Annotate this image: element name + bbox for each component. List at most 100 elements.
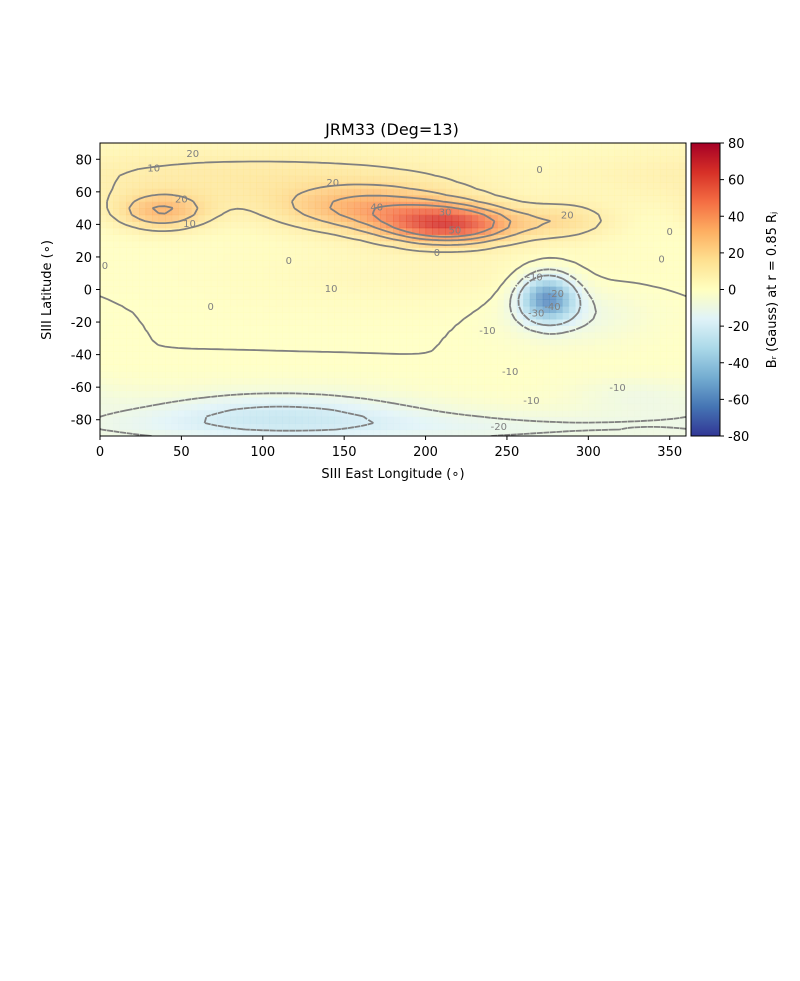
heatmap-cell <box>432 292 440 300</box>
heatmap-cell <box>666 344 674 352</box>
heatmap-cell <box>308 182 316 190</box>
heatmap-cell <box>646 240 655 248</box>
heatmap-cell <box>210 299 218 307</box>
heatmap-cell <box>445 208 453 216</box>
heatmap-cell <box>132 273 140 281</box>
heatmap-cell <box>536 338 544 346</box>
heatmap-cell <box>100 364 108 372</box>
heatmap-cell <box>529 286 537 294</box>
heatmap-cell <box>497 253 505 261</box>
heatmap-cell <box>406 390 414 398</box>
heatmap-cell <box>594 201 602 209</box>
colorbar-tick-label: 20 <box>728 247 745 262</box>
heatmap-cell <box>601 299 609 307</box>
heatmap-cell <box>614 390 622 398</box>
heatmap-cell <box>497 429 505 436</box>
heatmap-cell <box>575 273 583 281</box>
heatmap-cell <box>262 208 270 216</box>
heatmap-cell <box>106 182 114 190</box>
heatmap-cell <box>145 208 153 216</box>
heatmap-cell <box>249 312 257 320</box>
heatmap-cell <box>445 416 453 424</box>
heatmap-cell <box>672 214 681 222</box>
heatmap-cell <box>581 299 589 307</box>
heatmap-cell <box>321 299 329 307</box>
heatmap-cell <box>249 292 257 300</box>
heatmap-cell <box>230 279 238 287</box>
heatmap-cell <box>646 390 655 398</box>
heatmap-cell <box>100 357 108 365</box>
heatmap-cell <box>477 364 485 372</box>
heatmap-cell <box>301 370 309 378</box>
heatmap-cell <box>627 351 635 359</box>
heatmap-cell <box>633 305 642 313</box>
heatmap-cell <box>236 214 244 222</box>
heatmap-cell <box>477 390 485 398</box>
heatmap-cell <box>445 195 453 203</box>
heatmap-cell <box>126 312 134 320</box>
heatmap-cell <box>373 195 381 203</box>
heatmap-cell <box>477 169 485 177</box>
heatmap-cell <box>575 377 583 385</box>
heatmap-cell <box>640 325 648 333</box>
heatmap-cell <box>510 370 518 378</box>
heatmap-cell <box>594 357 602 365</box>
heatmap-cell <box>132 266 140 274</box>
heatmap-cell <box>132 286 140 294</box>
heatmap-cell <box>477 299 485 307</box>
heatmap-cell <box>432 266 440 274</box>
heatmap-cell <box>223 416 231 424</box>
heatmap-cell <box>432 390 440 398</box>
heatmap-cell <box>672 156 681 164</box>
heatmap-cell <box>393 357 401 365</box>
heatmap-cell <box>308 208 316 216</box>
heatmap-cell <box>445 331 453 339</box>
heatmap-cell <box>262 377 270 385</box>
heatmap-cell <box>321 169 329 177</box>
heatmap-cell <box>236 286 244 294</box>
heatmap-cell <box>243 312 251 320</box>
heatmap-cell <box>113 214 121 222</box>
heatmap-cell <box>575 429 583 436</box>
heatmap-cell <box>236 175 244 183</box>
heatmap-cell <box>106 286 114 294</box>
heatmap-cell <box>191 273 199 281</box>
heatmap-cell <box>327 214 335 222</box>
heatmap-cell <box>353 416 362 424</box>
heatmap-cell <box>139 377 147 385</box>
heatmap-cell <box>360 351 368 359</box>
heatmap-cell <box>627 195 635 203</box>
heatmap-cell <box>614 286 622 294</box>
heatmap-cell <box>490 325 498 333</box>
heatmap-cell <box>191 208 199 216</box>
heatmap-cell <box>204 273 212 281</box>
heatmap-cell <box>633 312 642 320</box>
heatmap-cell <box>295 364 303 372</box>
heatmap-cell <box>119 318 127 326</box>
heatmap-cell <box>646 377 655 385</box>
contour-level-20 <box>128 183 551 246</box>
heatmap-cell <box>451 318 459 326</box>
heatmap-cell <box>601 416 609 424</box>
heatmap-cell <box>425 403 433 411</box>
heatmap-cell <box>347 422 355 431</box>
heatmap-cell <box>321 266 329 274</box>
heatmap-cell <box>119 156 127 164</box>
heatmap-cell <box>379 429 388 436</box>
heatmap-cell <box>347 273 355 281</box>
heatmap-cell <box>445 422 453 431</box>
heatmap-cell <box>516 370 524 378</box>
heatmap-cell <box>236 377 244 385</box>
heatmap-cell <box>614 195 622 203</box>
heatmap-cell <box>503 227 511 235</box>
heatmap-cell <box>165 396 173 405</box>
heatmap-cell <box>113 370 121 378</box>
heatmap-cell <box>366 149 375 157</box>
heatmap-cell <box>412 221 420 229</box>
heatmap-cell <box>178 182 186 190</box>
heatmap-cell <box>334 409 342 418</box>
heatmap-cell <box>386 409 394 418</box>
heatmap-cell <box>158 279 166 287</box>
heatmap-cell <box>152 377 160 385</box>
heatmap-cell <box>158 273 166 281</box>
